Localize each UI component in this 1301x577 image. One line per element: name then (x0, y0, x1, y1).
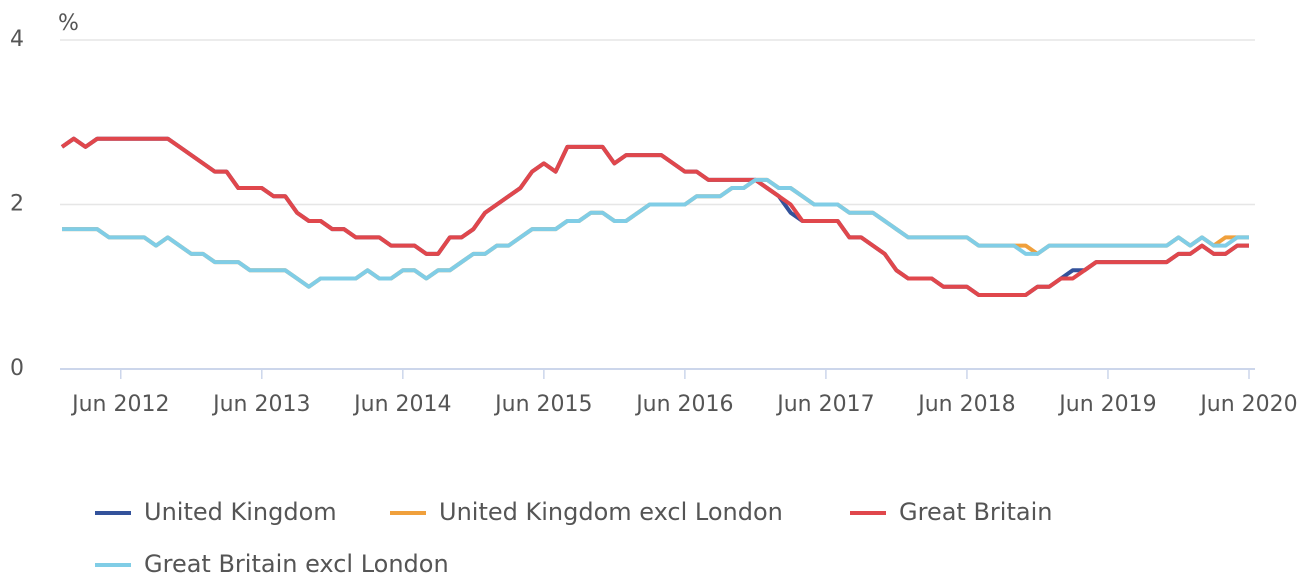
legend-label: Great Britain excl London (144, 550, 449, 577)
x-tick-label: Jun 2020 (1198, 392, 1297, 417)
y-tick-label: 2 (10, 192, 24, 217)
series-line (60, 136, 1249, 297)
x-tick-label: Jun 2017 (775, 392, 874, 417)
legend-label: Great Britain (899, 498, 1052, 526)
x-tick-label: Jun 2019 (1057, 392, 1156, 417)
series-line (62, 177, 1249, 289)
x-tick-label: Jun 2014 (352, 392, 451, 417)
x-tick-label: Jun 2015 (493, 392, 592, 417)
legend-label: United Kingdom excl London (439, 498, 783, 526)
x-tick-label: Jun 2016 (634, 392, 733, 417)
y-tick-label: 0 (10, 356, 24, 381)
y-unit: % (58, 11, 79, 36)
x-tick-label: Jun 2012 (70, 392, 169, 417)
y-tick-label: 4 (10, 27, 24, 52)
x-tick-label: Jun 2013 (211, 392, 310, 417)
legend-label: United Kingdom (144, 498, 337, 526)
series-line (60, 136, 1249, 297)
x-tick-label: Jun 2018 (916, 392, 1015, 417)
